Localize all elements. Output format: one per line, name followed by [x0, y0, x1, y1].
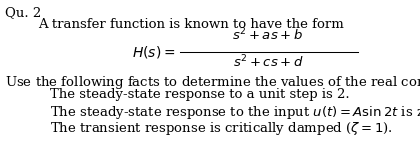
Text: $s^2 + as + b$: $s^2 + as + b$: [233, 26, 304, 43]
Text: A transfer function is known to have the form: A transfer function is known to have the…: [38, 18, 344, 31]
Text: The steady-state response to a unit step is 2.: The steady-state response to a unit step…: [50, 88, 349, 101]
Text: Use the following facts to determine the values of the real constants $a$, $b$, : Use the following facts to determine the…: [5, 74, 420, 91]
Text: The transient response is critically damped ($\zeta = 1$).: The transient response is critically dam…: [50, 120, 393, 137]
Text: $H(s) =$: $H(s) =$: [132, 44, 175, 60]
Text: Qu. 2: Qu. 2: [5, 6, 41, 19]
Text: The steady-state response to the input $u(t) = A\sin 2t$ is zero.: The steady-state response to the input $…: [50, 104, 420, 121]
Text: $s^2 + cs + d$: $s^2 + cs + d$: [233, 54, 304, 71]
